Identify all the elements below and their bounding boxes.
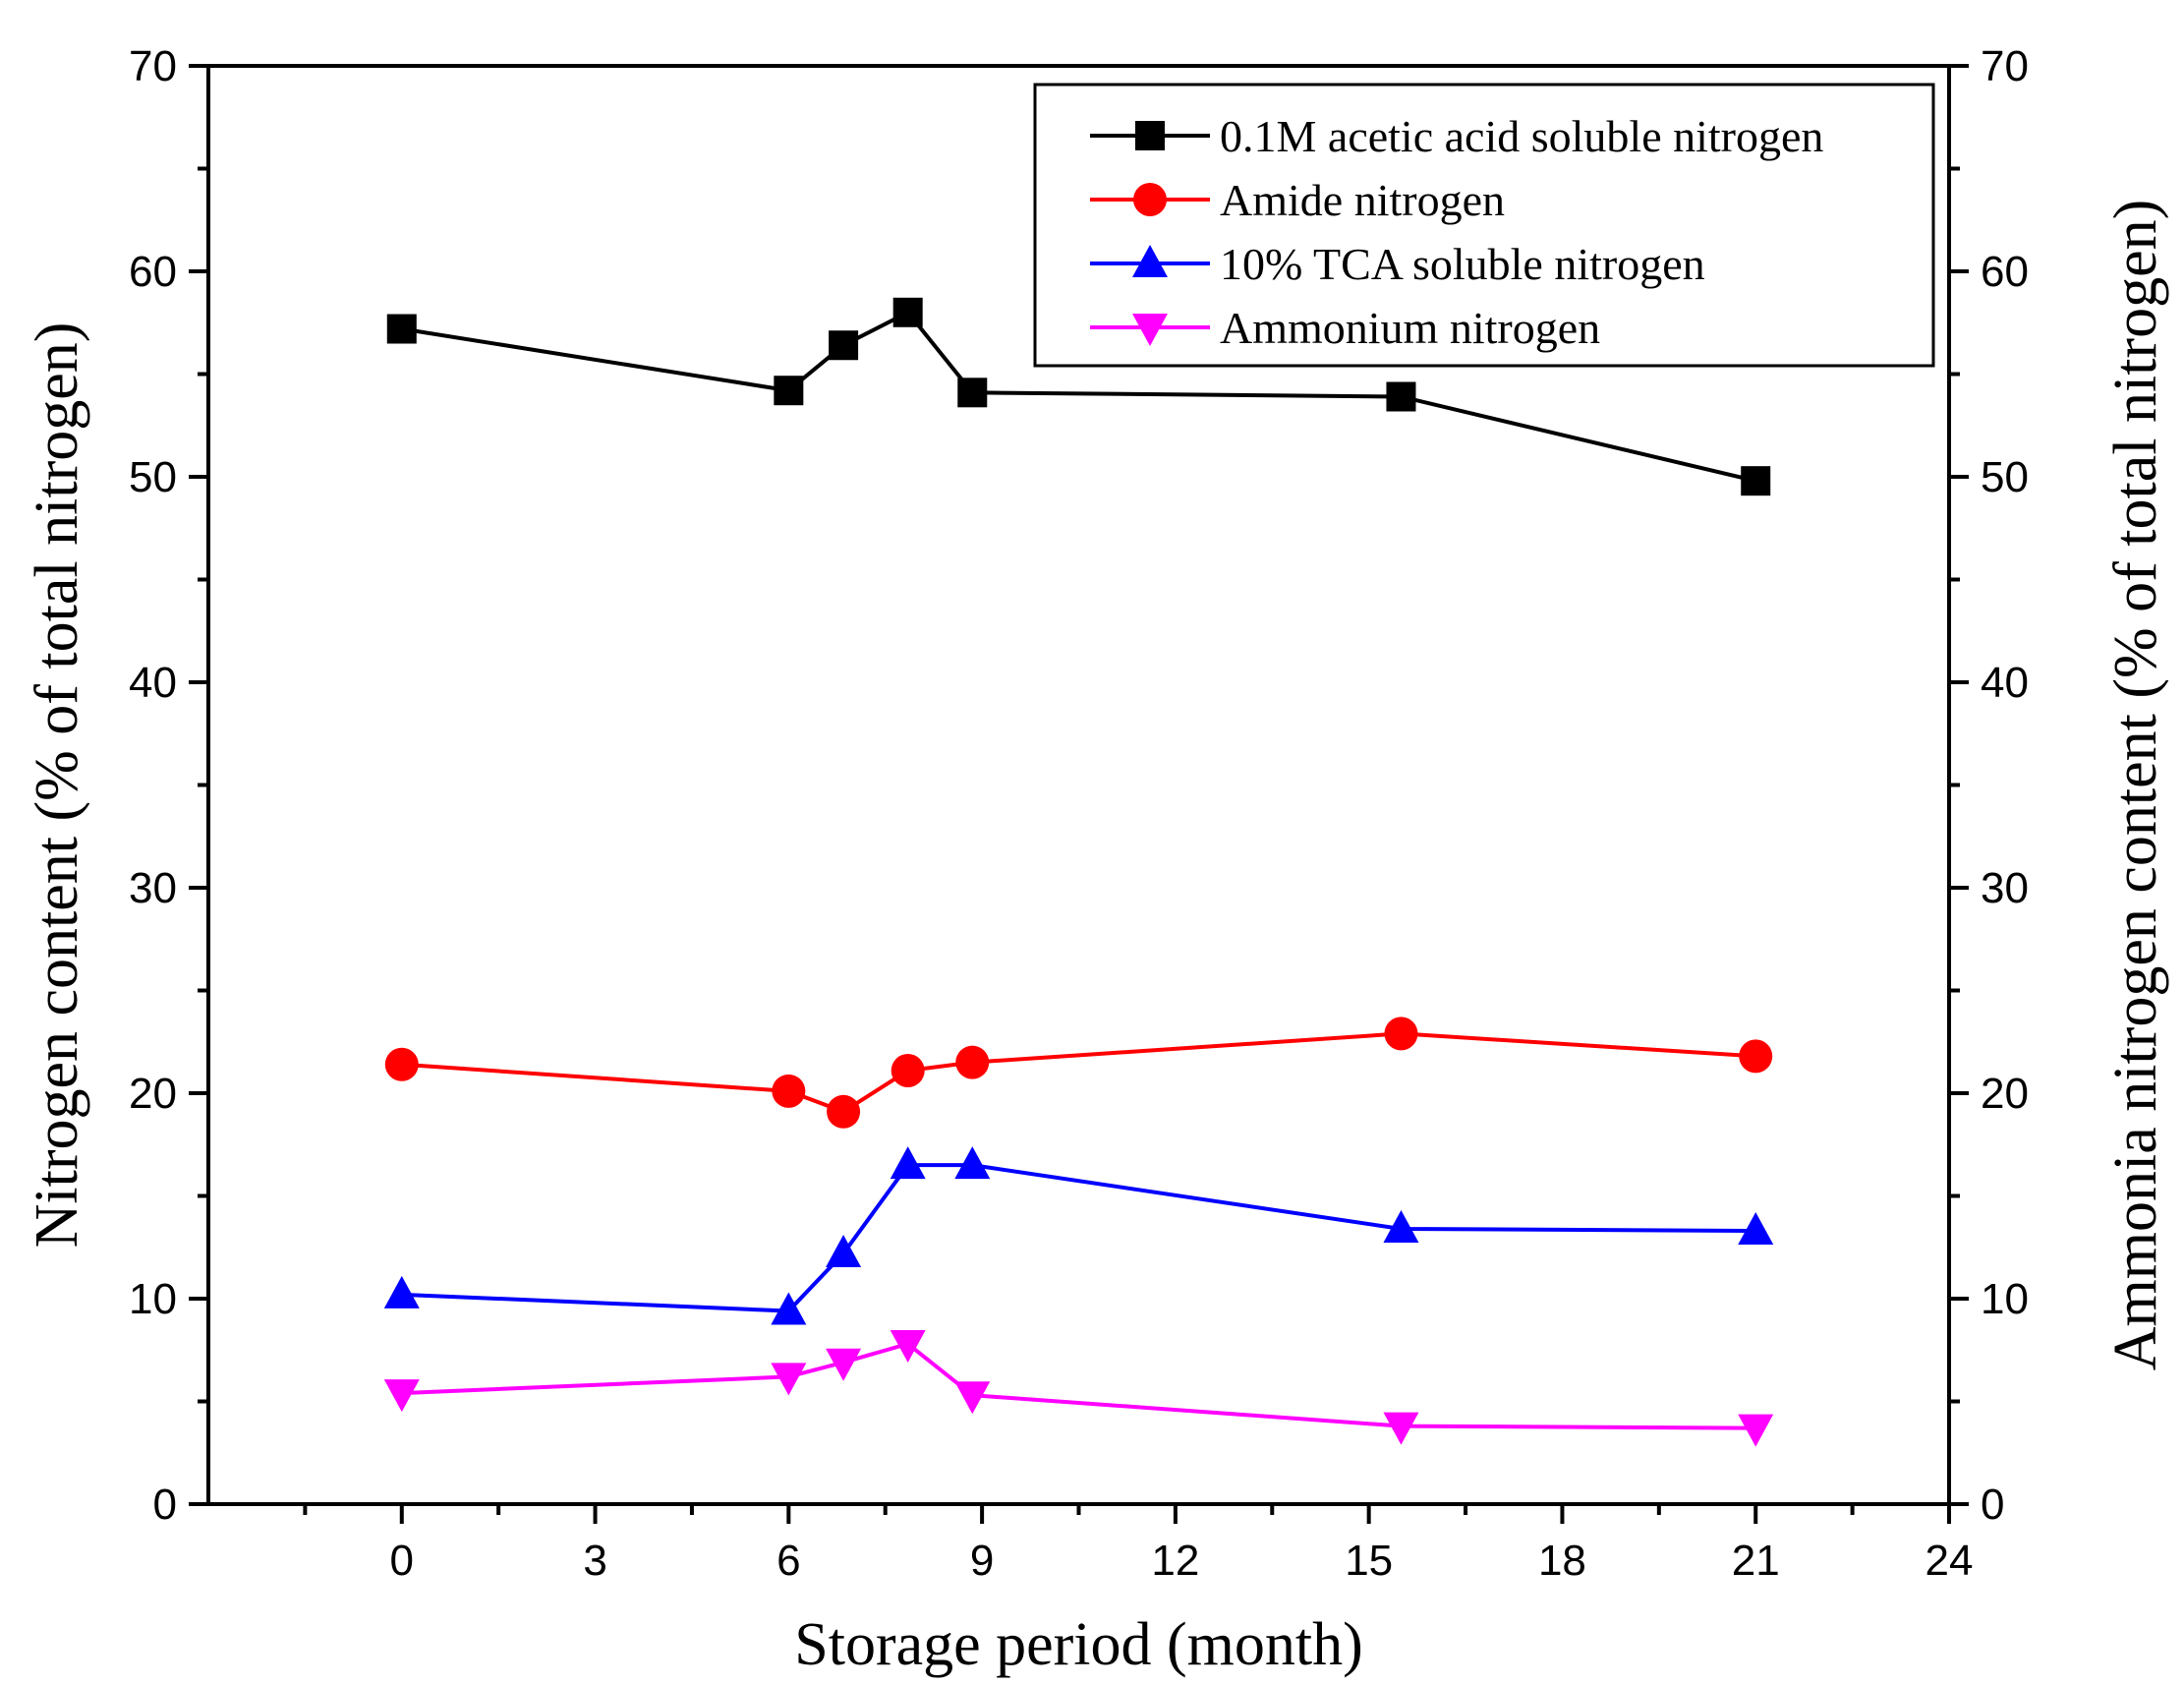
x-tick-label: 24 — [1925, 1537, 1974, 1585]
legend-label: Amide nitrogen — [1220, 175, 1505, 225]
y2-tick-label: 10 — [1981, 1275, 2029, 1323]
legend-marker — [1135, 121, 1165, 150]
data-point — [829, 330, 859, 361]
legend-box — [1033, 83, 1935, 368]
y2-tick-label: 50 — [1981, 453, 2029, 501]
x-tick-label: 21 — [1732, 1537, 1780, 1585]
series-line — [401, 1031, 1756, 1115]
x-tick-label: 3 — [583, 1537, 606, 1585]
x-tick-label: 9 — [970, 1537, 994, 1585]
legend-marker — [1132, 314, 1168, 346]
y-tick-label: 40 — [129, 659, 177, 707]
data-point — [1383, 1209, 1419, 1243]
series-square — [386, 297, 1771, 496]
legend-label: 0.1M acetic acid soluble nitrogen — [1220, 111, 1823, 161]
x-tick-label: 6 — [776, 1537, 800, 1585]
y-tick-label: 30 — [129, 864, 177, 912]
y2-tick-label: 30 — [1981, 864, 2029, 912]
y2-tick-label: 40 — [1981, 659, 2029, 707]
data-point — [1386, 381, 1416, 412]
series-circle — [384, 1017, 1773, 1129]
y2-tick-label: 20 — [1981, 1070, 2029, 1118]
series-line — [401, 1163, 1756, 1313]
data-point — [891, 1054, 925, 1088]
data-point — [1739, 1039, 1773, 1074]
data-point — [954, 1146, 991, 1180]
y2-axis-title: Ammonia nitrogen content (% of total nit… — [2102, 200, 2169, 1370]
y2-tick-label: 70 — [1981, 42, 2029, 90]
data-point — [954, 1381, 991, 1415]
legend: 0.1M acetic acid soluble nitrogen Amide n… — [1033, 83, 1935, 368]
y2-tick-label: 0 — [1981, 1481, 2004, 1529]
legend-marker — [1133, 183, 1167, 216]
series-triangle-up — [383, 1146, 1774, 1325]
x-tick-label: 15 — [1345, 1537, 1393, 1585]
x-axis-title: Storage period (month) — [794, 1611, 1363, 1678]
series-area — [383, 297, 1774, 1447]
data-point — [774, 376, 804, 406]
data-point — [957, 378, 988, 408]
y-tick-label: 50 — [129, 453, 177, 501]
series-line — [401, 1341, 1756, 1430]
x-tick-label: 18 — [1538, 1537, 1586, 1585]
data-point — [890, 1146, 926, 1180]
data-point — [955, 1045, 990, 1079]
data-point — [1738, 1414, 1774, 1447]
legend-marker — [1132, 245, 1168, 277]
y-tick-label: 20 — [129, 1070, 177, 1118]
series-triangle-down — [383, 1329, 1774, 1447]
data-point — [384, 1047, 419, 1081]
data-point — [386, 314, 417, 344]
data-point — [1741, 466, 1771, 496]
data-point — [1384, 1017, 1418, 1051]
data-point — [890, 1329, 926, 1363]
legend-label: 10% TCA soluble nitrogen — [1220, 239, 1705, 289]
y-tick-label: 60 — [129, 248, 177, 296]
y-tick-label: 70 — [129, 42, 177, 90]
data-point — [892, 297, 923, 327]
y2-tick-label: 60 — [1981, 248, 2029, 296]
data-point — [383, 1275, 420, 1308]
data-point — [771, 1363, 807, 1396]
y-tick-label: 10 — [129, 1275, 177, 1323]
data-point — [826, 1348, 862, 1381]
data-point — [826, 1235, 862, 1268]
data-point — [383, 1379, 420, 1413]
data-point — [772, 1074, 806, 1108]
data-point — [1383, 1412, 1419, 1445]
x-tick-label: 0 — [390, 1537, 414, 1585]
x-tick-label: 12 — [1151, 1537, 1199, 1585]
data-point — [771, 1292, 807, 1325]
data-point — [827, 1094, 861, 1129]
y-axis-title: Nitrogen content (% of total nitrogen) — [24, 322, 90, 1249]
y-tick-label: 0 — [153, 1481, 177, 1529]
data-point — [1738, 1212, 1774, 1246]
legend-label: Ammonium nitrogen — [1220, 303, 1600, 353]
